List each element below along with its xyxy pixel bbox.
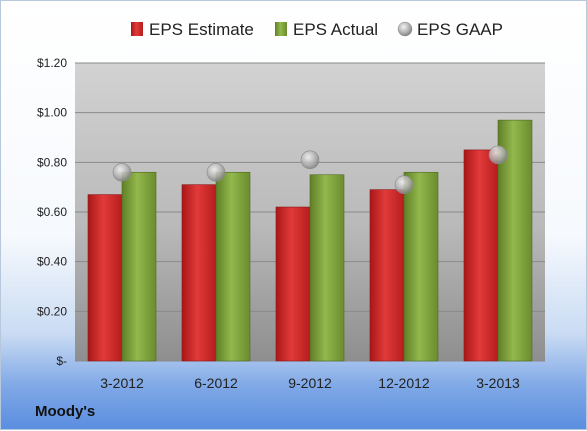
- legend: EPS Estimate EPS Actual EPS GAAP: [131, 20, 503, 39]
- gaap-markers: [112, 145, 508, 194]
- y-tick-label: $1.20: [37, 56, 67, 70]
- bar-eps-actual: [121, 171, 157, 362]
- y-tick-label: $1.00: [37, 106, 67, 120]
- legend-item: EPS Actual: [275, 20, 378, 39]
- y-tick-label: $0.60: [37, 205, 67, 219]
- y-tick-label: $0.20: [37, 304, 67, 318]
- y-axis-ticks: $- $0.20 $0.40 $0.60 $0.80 $1.00 $1.20: [37, 56, 67, 368]
- marker-eps-gaap: [300, 150, 320, 170]
- company-label: Moody's: [35, 403, 96, 420]
- bar-eps-estimate: [87, 194, 123, 362]
- bar-eps-actual: [309, 174, 345, 362]
- bars: [87, 119, 533, 362]
- legend-item: EPS GAAP: [397, 20, 503, 39]
- marker-eps-gaap: [206, 162, 226, 182]
- x-tick-label: 12-2012: [378, 375, 430, 391]
- bar-eps-estimate: [275, 206, 311, 362]
- bar-eps-actual: [215, 171, 251, 362]
- bar-eps-estimate: [463, 149, 499, 362]
- bar-eps-estimate: [181, 184, 217, 362]
- y-tick-label: $-: [56, 354, 67, 368]
- x-tick-label: 6-2012: [194, 375, 238, 391]
- legend-swatch: [397, 21, 413, 37]
- x-tick-label: 3-2012: [100, 375, 144, 391]
- y-tick-label: $0.80: [37, 155, 67, 169]
- marker-eps-gaap: [112, 162, 132, 182]
- x-axis-ticks: 3-2012 6-2012 9-2012 12-2012 3-2013: [100, 375, 520, 391]
- marker-eps-gaap: [394, 175, 414, 194]
- legend-label: EPS GAAP: [417, 20, 503, 39]
- bar-eps-actual: [403, 171, 439, 362]
- legend-label: EPS Actual: [293, 20, 378, 39]
- x-tick-label: 9-2012: [288, 375, 332, 391]
- legend-swatch: [275, 22, 287, 36]
- legend-label: EPS Estimate: [149, 20, 254, 39]
- x-tick-label: 3-2013: [476, 375, 520, 391]
- marker-eps-gaap: [488, 145, 508, 165]
- legend-item: EPS Estimate: [131, 20, 254, 39]
- legend-swatch: [131, 22, 143, 36]
- y-tick-label: $0.40: [37, 255, 67, 269]
- bar-eps-estimate: [369, 189, 405, 362]
